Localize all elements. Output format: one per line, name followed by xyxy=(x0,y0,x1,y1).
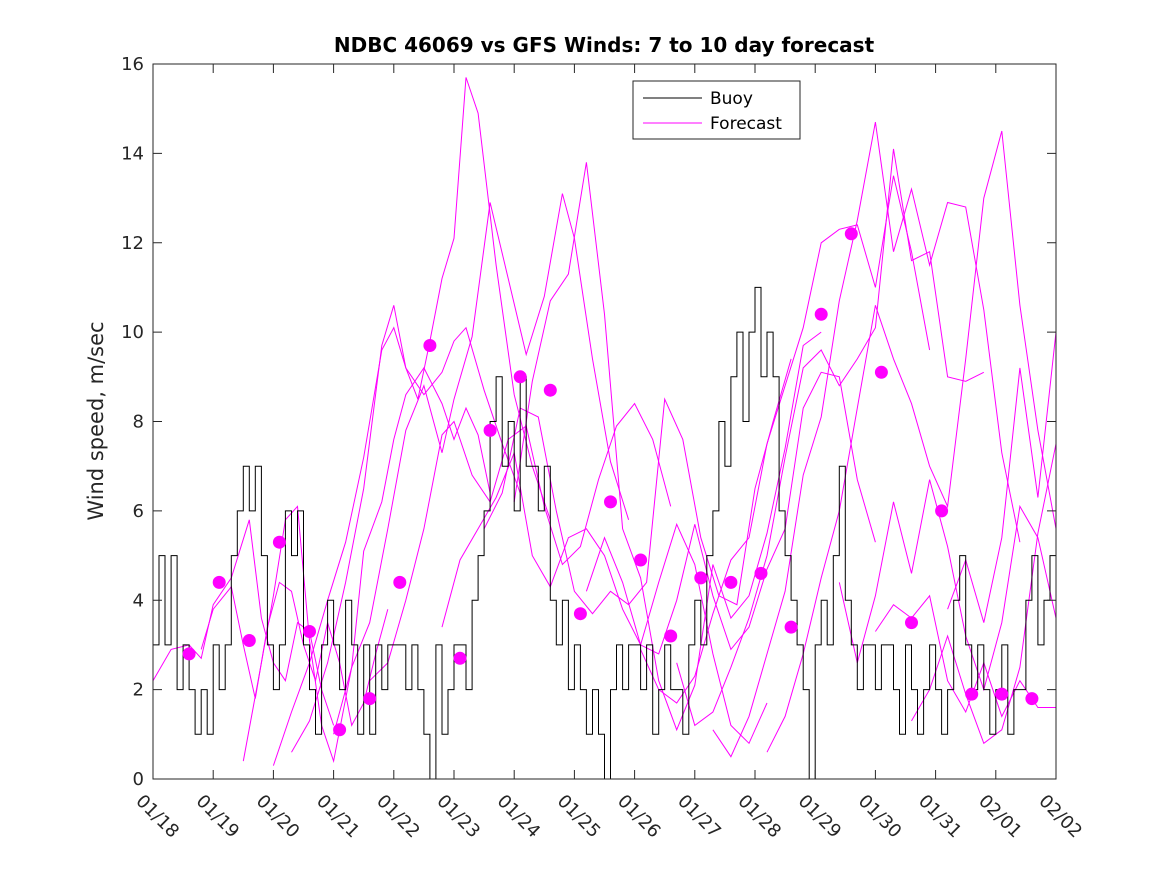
legend: Buoy Forecast xyxy=(632,80,801,140)
forecast-marker xyxy=(844,227,858,241)
forecast-marker xyxy=(724,575,738,589)
forecast-marker xyxy=(965,687,979,701)
forecast-marker xyxy=(423,339,437,352)
forecast-line-5 xyxy=(291,77,551,753)
forecast-marker xyxy=(634,553,648,567)
y-tick-label: 8 xyxy=(133,412,144,433)
y-tick-label: 16 xyxy=(121,54,144,75)
y-tick-label: 12 xyxy=(121,233,144,254)
forecast-marker xyxy=(874,365,888,379)
forecast-marker xyxy=(333,723,347,737)
chart-title: NDBC 46069 vs GFS Winds: 7 to 10 day for… xyxy=(334,33,875,57)
forecast-line-9 xyxy=(483,358,792,615)
plot-area xyxy=(153,64,1056,779)
legend-box xyxy=(632,80,801,140)
legend-label-buoy: Buoy xyxy=(710,89,753,109)
forecast-marker xyxy=(513,370,527,384)
y-tick-label: 4 xyxy=(133,590,144,611)
forecast-marker xyxy=(573,607,587,621)
y-tick-label: 6 xyxy=(133,501,144,522)
forecast-line-8 xyxy=(441,450,768,745)
forecast-line-14 xyxy=(712,122,1021,758)
forecast-marker xyxy=(604,495,617,509)
y-tick-label: 10 xyxy=(121,322,144,343)
forecast-line-16 xyxy=(838,479,1057,692)
forecast-line-4 xyxy=(272,326,521,766)
forecast-line-10 xyxy=(513,162,822,732)
forecast-marker xyxy=(935,504,949,518)
y-tick-label: 2 xyxy=(133,680,144,701)
forecast-line-7 xyxy=(369,402,672,682)
y-tick-label: 14 xyxy=(121,143,144,164)
forecast-marker xyxy=(664,629,678,643)
forecast-line-15 xyxy=(766,130,1057,753)
forecast-marker xyxy=(453,651,467,665)
forecast-marker xyxy=(995,687,1009,701)
forecast-marker xyxy=(694,571,708,585)
forecast-marker xyxy=(1025,692,1039,706)
forecast-marker xyxy=(242,634,256,647)
forecast-marker xyxy=(303,625,316,638)
forecast-marker xyxy=(784,620,798,634)
buoy-line xyxy=(153,286,1057,780)
legend-label-forecast: Forecast xyxy=(710,114,782,134)
forecast-line-13 xyxy=(676,148,985,727)
y-axis-label: Wind speed, m/sec xyxy=(84,321,108,520)
forecast-marker xyxy=(905,616,918,630)
forecast-marker xyxy=(182,647,196,661)
forecast-marker xyxy=(272,535,286,549)
forecast-marker xyxy=(754,566,768,580)
forecast-marker xyxy=(393,575,407,589)
forecast-marker xyxy=(363,692,377,706)
forecast-marker xyxy=(814,307,828,321)
y-tick-label: 0 xyxy=(133,769,144,790)
forecast-marker xyxy=(212,575,226,589)
y-axis: 0 2 4 6 8 10 12 14 16 xyxy=(121,54,1056,790)
forecast-marker xyxy=(543,383,557,397)
buoy-series-group xyxy=(153,286,1057,780)
forecast-marker-group xyxy=(182,227,1039,737)
forecast-line-11 xyxy=(585,371,876,655)
forecast-marker xyxy=(483,423,497,437)
forecast-line-6 xyxy=(333,193,630,735)
